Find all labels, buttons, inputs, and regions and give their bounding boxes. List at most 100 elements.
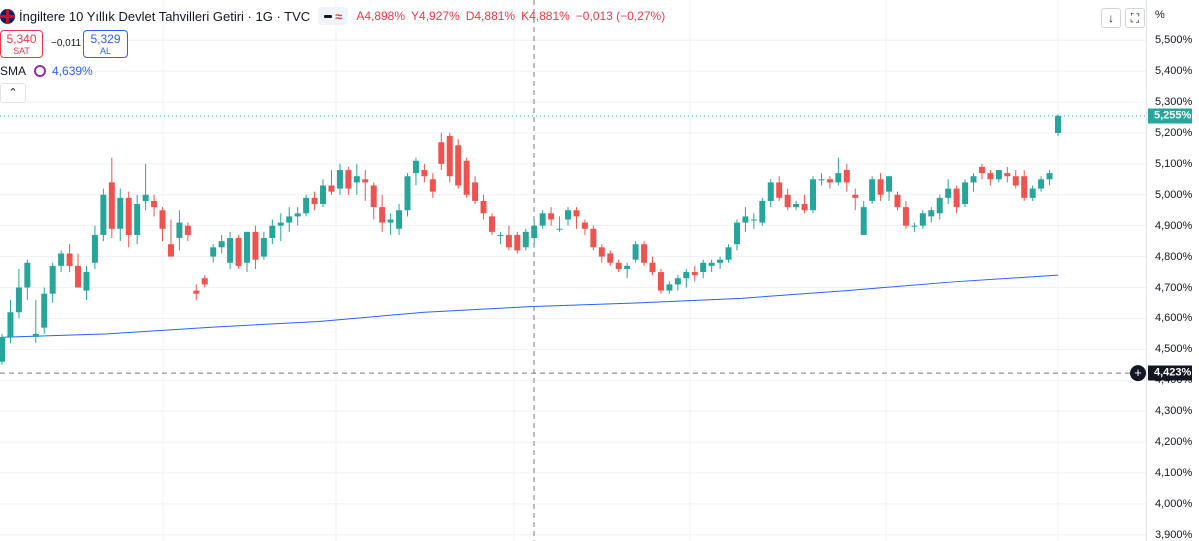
candle bbox=[928, 207, 935, 223]
candle bbox=[396, 204, 403, 235]
candle bbox=[1038, 176, 1045, 192]
candle-body bbox=[835, 173, 842, 183]
add-alert-icon[interactable]: + bbox=[1130, 365, 1146, 382]
indicator-legend[interactable]: SMA 4,639% bbox=[0, 64, 93, 78]
candle-body bbox=[801, 204, 808, 211]
candle-body bbox=[708, 262, 715, 266]
candle-body bbox=[953, 188, 960, 208]
candle-body bbox=[201, 278, 208, 285]
candle bbox=[717, 256, 724, 269]
collapse-legend-button[interactable]: ⌃ bbox=[0, 83, 26, 103]
candle-body bbox=[843, 170, 850, 183]
y-tick-label: 4,300% bbox=[1155, 405, 1193, 418]
candle-body bbox=[472, 182, 479, 201]
candle bbox=[83, 265, 90, 300]
candle bbox=[607, 250, 614, 266]
candle bbox=[328, 170, 335, 195]
candle bbox=[32, 299, 39, 344]
candle bbox=[826, 176, 833, 189]
candle-body bbox=[691, 272, 698, 276]
arrow-down-icon[interactable]: ↓ bbox=[1101, 8, 1121, 28]
candle-body bbox=[303, 197, 310, 214]
candle-body bbox=[717, 259, 724, 263]
candle bbox=[945, 179, 952, 205]
candle bbox=[505, 225, 512, 251]
candle bbox=[49, 262, 56, 303]
candle-body bbox=[894, 194, 901, 208]
candle-body bbox=[480, 200, 487, 214]
candle-body bbox=[134, 204, 141, 235]
candle-body bbox=[928, 210, 935, 217]
candle bbox=[294, 207, 301, 226]
candle bbox=[657, 268, 664, 294]
candle-body bbox=[514, 234, 521, 251]
sell-price: 5,340 bbox=[6, 32, 37, 46]
candle-body bbox=[311, 197, 318, 205]
candle-body bbox=[49, 265, 56, 294]
candle-body bbox=[818, 179, 825, 181]
candle bbox=[455, 139, 462, 189]
buy-button[interactable]: 5,329 AL bbox=[83, 30, 128, 58]
candle-body bbox=[286, 216, 293, 223]
candle bbox=[345, 166, 352, 195]
candle bbox=[75, 253, 82, 288]
candle bbox=[303, 194, 310, 217]
candle-body bbox=[0, 336, 5, 362]
y-tick-label: 4,100% bbox=[1155, 466, 1193, 479]
candle-body bbox=[666, 284, 673, 291]
price-chart[interactable]: + bbox=[0, 0, 1146, 541]
candle-body bbox=[936, 197, 943, 214]
sell-button[interactable]: 5,340 SAT bbox=[0, 30, 43, 58]
candle bbox=[108, 157, 115, 239]
candle bbox=[362, 170, 369, 201]
candle bbox=[835, 157, 842, 186]
price-axis[interactable]: % 5,500% 5,400% 5,300% 5,200% 5,100% 5,000% 4,… bbox=[1146, 0, 1199, 541]
y-tick-label: 5,300% bbox=[1155, 96, 1193, 109]
candle-body bbox=[463, 160, 470, 195]
candle-body bbox=[624, 265, 631, 269]
candle-body bbox=[995, 170, 1002, 180]
candle-body bbox=[810, 179, 817, 211]
candle-body bbox=[151, 200, 158, 208]
candle-body bbox=[176, 222, 183, 239]
candle-body bbox=[75, 265, 82, 288]
candle-body bbox=[505, 234, 512, 248]
candle-body bbox=[784, 194, 791, 208]
candle bbox=[531, 219, 538, 245]
candle bbox=[184, 222, 191, 242]
candle bbox=[151, 194, 158, 217]
candle bbox=[58, 250, 65, 273]
plus-glyph: + bbox=[1134, 365, 1142, 380]
candle-body bbox=[1004, 173, 1011, 177]
candle bbox=[142, 163, 149, 211]
candle-body bbox=[83, 272, 90, 291]
candle bbox=[15, 268, 22, 319]
candle bbox=[412, 157, 419, 186]
candle-body bbox=[759, 200, 766, 223]
candle bbox=[7, 299, 14, 344]
candle bbox=[370, 182, 377, 220]
candle-body bbox=[1046, 173, 1053, 180]
symbol-title[interactable]: İngiltere 10 Yıllık Devlet Tahvilleri Ge… bbox=[19, 8, 311, 24]
candle-body bbox=[243, 231, 250, 263]
y-tick-label: 4,000% bbox=[1155, 497, 1193, 510]
candle bbox=[843, 163, 850, 192]
candle bbox=[801, 194, 808, 214]
sma-path bbox=[1, 274, 1059, 338]
candle bbox=[472, 176, 479, 205]
candle bbox=[1012, 170, 1019, 189]
candle bbox=[387, 213, 394, 235]
candle bbox=[429, 173, 436, 198]
candle-body bbox=[750, 219, 757, 221]
expand-icon[interactable]: ⛶ bbox=[1125, 8, 1145, 28]
chart-style-toggle[interactable]: ≈ bbox=[318, 7, 349, 25]
y-tick-label: 4,900% bbox=[1155, 219, 1193, 232]
candle bbox=[708, 259, 715, 273]
candle-body bbox=[488, 216, 495, 232]
candle-body bbox=[869, 179, 876, 201]
candle-body bbox=[370, 185, 377, 208]
candle-body bbox=[556, 228, 563, 230]
candle bbox=[210, 244, 217, 263]
dash-icon bbox=[324, 14, 333, 18]
y-tick-label: 4,500% bbox=[1155, 343, 1193, 356]
